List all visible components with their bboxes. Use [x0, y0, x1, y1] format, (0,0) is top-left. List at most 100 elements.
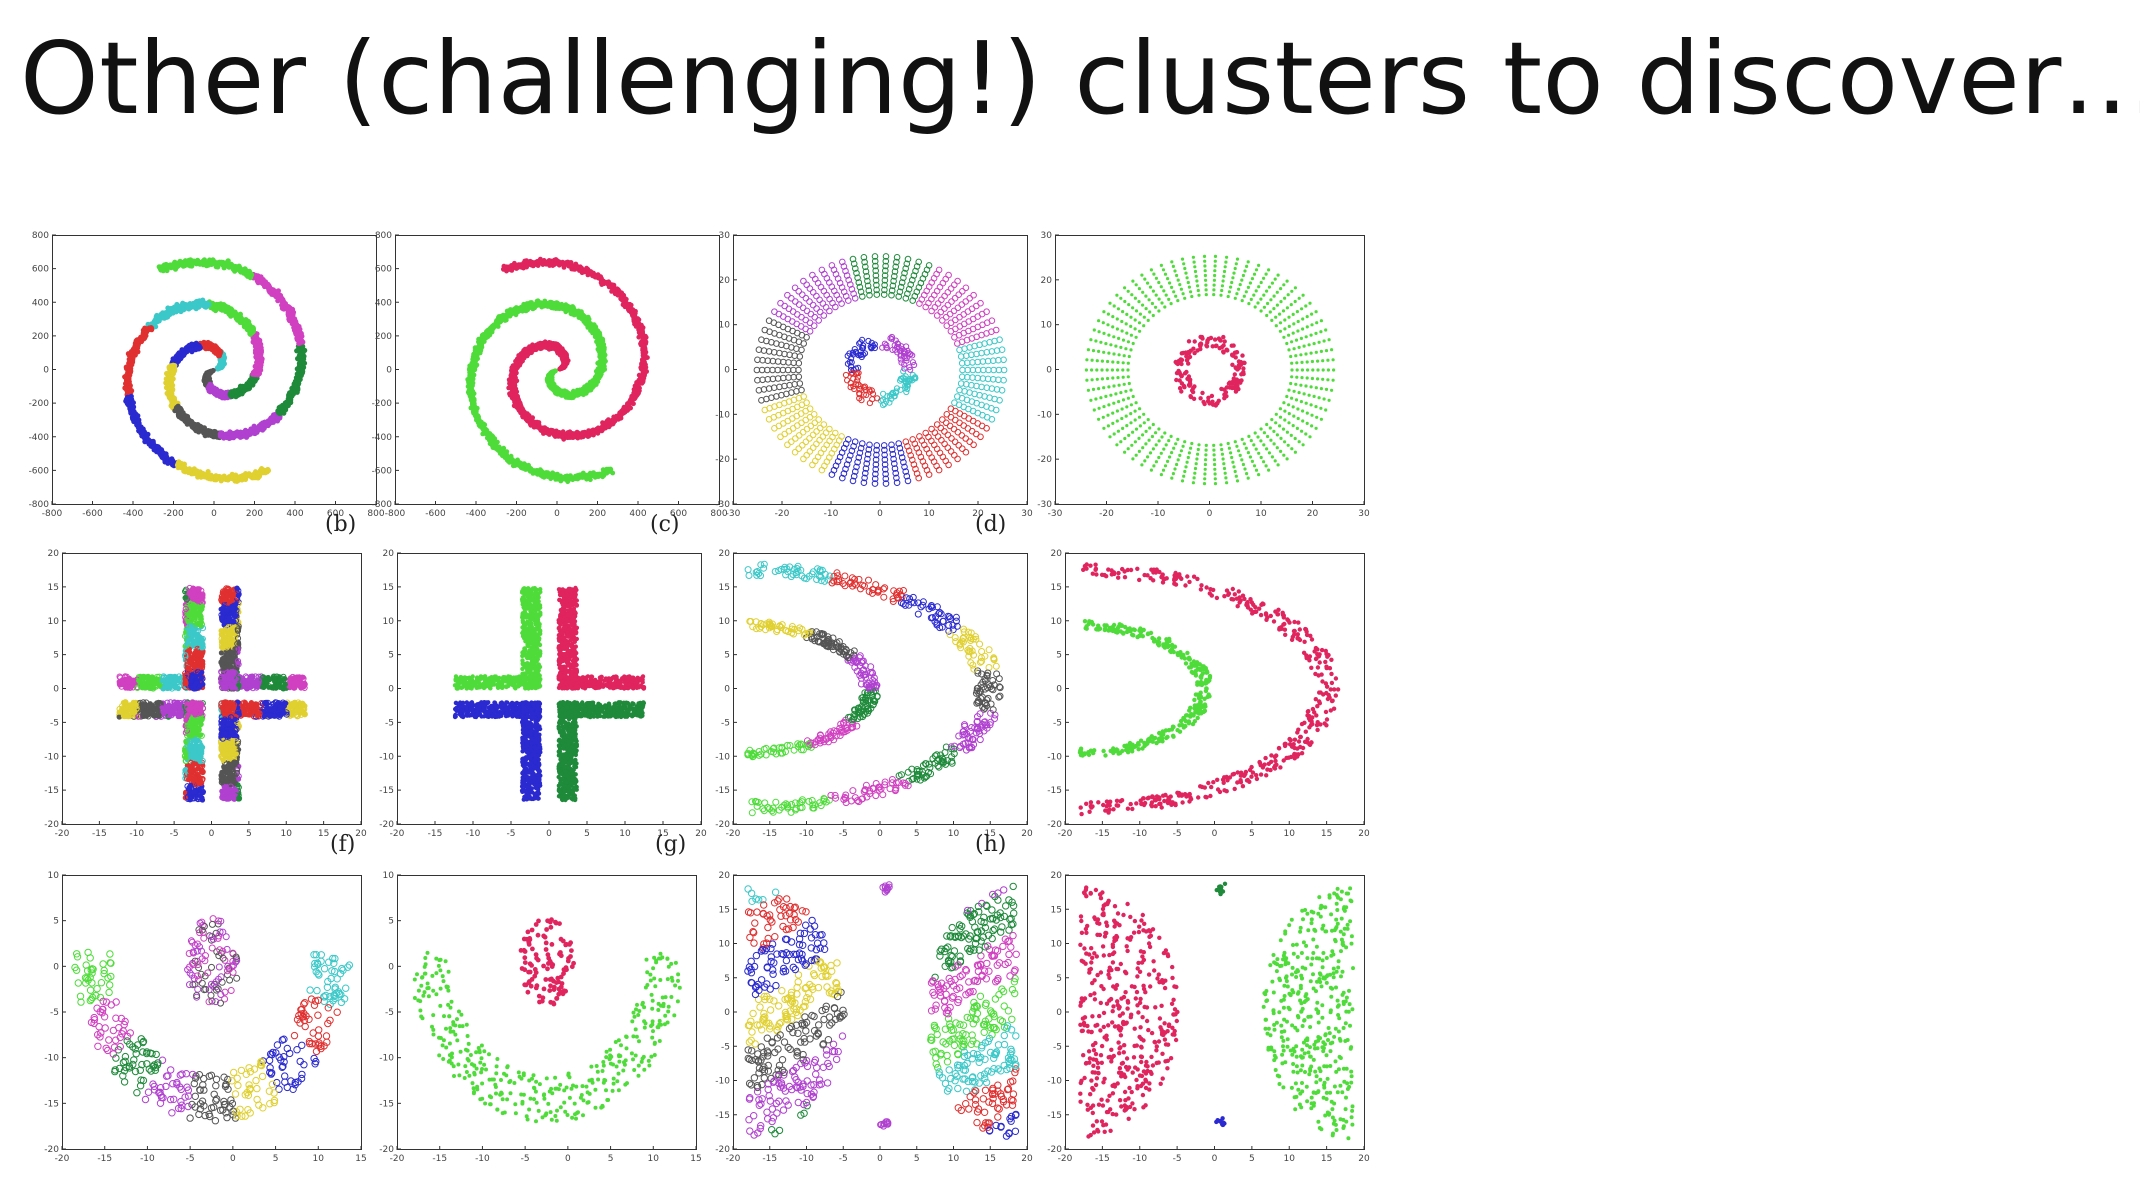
- y-tick-label: -20: [44, 820, 59, 830]
- x-tick-label: -30: [1048, 509, 1063, 519]
- x-tick-label: -10: [129, 829, 144, 839]
- y-tick-label: 0: [43, 366, 49, 376]
- y-tick-label: 600: [375, 265, 392, 275]
- y-tick-label: 200: [375, 332, 392, 342]
- y-tick-label: -20: [715, 820, 730, 830]
- scatter-plot-spiral-two: -800 -600 -400 -200 0 200 400 600 80080060040020…: [372, 231, 728, 519]
- y-tick-label: -5: [50, 1008, 59, 1018]
- y-tick-label: 5: [724, 651, 730, 661]
- y-tick-label: -20: [1037, 455, 1052, 465]
- scatter-plot-halves-multi: -20 -15 -10 -5 0 5 10 15 20 20 15 10 5 0 -5 -10 -15 -20: [715, 871, 1033, 1164]
- x-tick-label: 200: [246, 509, 263, 519]
- y-tick-label: 0: [1056, 1008, 1062, 1018]
- x-tick-label: 5: [584, 829, 590, 839]
- x-tick-label: 400: [629, 509, 646, 519]
- data-points: [452, 585, 647, 803]
- x-tick-label: 800: [710, 509, 727, 519]
- y-tick-label: 10: [719, 617, 731, 627]
- y-tick-label: 15: [719, 583, 730, 593]
- y-tick-label: 20: [383, 549, 395, 559]
- y-tick-label: -20: [1047, 1145, 1062, 1155]
- x-tick-label: -20: [390, 1154, 405, 1164]
- y-tick-label: -20: [1047, 820, 1062, 830]
- x-tick-label: 0: [877, 509, 883, 519]
- scatter-plot-halves-four: -20 -15 -10 -5 0 5 10 15 20 20 15 10 5 0 -5 -10 -15 -20: [1047, 871, 1370, 1164]
- scatter-plot-arcs-two: -20 -15 -10 -5 0 5 10 15 20 20 15 10 5 0 -5 -10 -15 -20: [1047, 549, 1370, 839]
- y-tick-label: 20: [719, 276, 731, 286]
- y-tick-label: 0: [388, 962, 394, 972]
- y-tick-label: 20: [719, 549, 731, 559]
- x-tick-label: 15: [985, 829, 996, 839]
- x-tick-label: 20: [1307, 509, 1319, 519]
- y-tick-label: -800: [29, 500, 50, 510]
- y-tick-label: 20: [1051, 871, 1063, 881]
- y-tick-label: 0: [386, 366, 392, 376]
- y-tick-label: -10: [44, 752, 59, 762]
- x-tick-label: 200: [589, 509, 606, 519]
- x-tick-label: 10: [948, 1154, 960, 1164]
- y-tick-label: 5: [1056, 651, 1062, 661]
- x-tick-label: -5: [1173, 1154, 1182, 1164]
- y-tick-label: 0: [1046, 366, 1052, 376]
- x-tick-label: 10: [281, 829, 293, 839]
- panel-rings-multi: -30 -20 -10 0 10 20 30 30 20 10 0 -10 -20 -30: [715, 231, 1033, 519]
- y-tick-label: 10: [1051, 940, 1063, 950]
- x-tick-label: 15: [985, 1154, 996, 1164]
- y-tick-label: 200: [32, 332, 49, 342]
- y-tick-label: 600: [32, 265, 49, 275]
- y-tick-label: -800: [372, 500, 393, 510]
- y-tick-label: -5: [1053, 1042, 1062, 1052]
- data-points: [71, 915, 354, 1125]
- y-tick-label: -15: [715, 786, 730, 796]
- plot-frame: [397, 875, 697, 1150]
- x-tick-label: 400: [286, 509, 303, 519]
- panel-caption: (d): [975, 512, 1007, 537]
- x-tick-label: 0: [1212, 829, 1218, 839]
- x-tick-label: -200: [506, 509, 527, 519]
- y-tick-label: 800: [32, 231, 49, 241]
- x-tick-label: 10: [948, 829, 960, 839]
- y-tick-label: -10: [1037, 410, 1052, 420]
- y-tick-label: 10: [719, 321, 731, 331]
- x-tick-label: -5: [521, 1154, 530, 1164]
- x-tick-label: -15: [1095, 1154, 1110, 1164]
- y-tick-label: -5: [721, 1042, 730, 1052]
- x-tick-label: 15: [318, 829, 329, 839]
- y-tick-label: -15: [379, 1099, 394, 1109]
- x-tick-label: 0: [230, 1154, 236, 1164]
- y-tick-label: 5: [53, 651, 59, 661]
- x-tick-label: 20: [1358, 829, 1370, 839]
- y-tick-label: -15: [1047, 786, 1062, 796]
- y-tick-label: 15: [1051, 583, 1062, 593]
- y-tick-label: 15: [383, 583, 394, 593]
- x-tick-label: -15: [762, 1154, 777, 1164]
- y-tick-label: 0: [724, 1008, 730, 1018]
- x-tick-label: 5: [1249, 829, 1255, 839]
- x-tick-label: -10: [824, 509, 839, 519]
- y-tick-label: -10: [1047, 1077, 1062, 1087]
- x-tick-label: 5: [608, 1154, 614, 1164]
- x-tick-label: -200: [163, 509, 184, 519]
- x-tick-label: -5: [839, 829, 848, 839]
- y-tick-label: -10: [44, 1054, 59, 1064]
- x-tick-label: 0: [877, 829, 883, 839]
- y-tick-label: 15: [719, 905, 730, 915]
- data-points: [744, 560, 1004, 817]
- x-tick-label: 15: [1321, 829, 1332, 839]
- x-tick-label: -10: [475, 1154, 490, 1164]
- x-tick-label: -20: [55, 1154, 70, 1164]
- x-tick-label: -15: [92, 829, 107, 839]
- plot-frame: [1065, 553, 1365, 825]
- panel-arcs-two: -20 -15 -10 -5 0 5 10 15 20 20 15 10 5 0 -5 -10 -15 -20: [1047, 549, 1370, 839]
- x-tick-label: 5: [914, 829, 920, 839]
- y-tick-label: -5: [1053, 718, 1062, 728]
- y-tick-label: 20: [1041, 276, 1053, 286]
- x-tick-label: -10: [1132, 829, 1147, 839]
- y-tick-label: -20: [715, 455, 730, 465]
- y-tick-label: 5: [724, 974, 730, 984]
- x-tick-label: 0: [1212, 1154, 1218, 1164]
- x-tick-label: 5: [246, 829, 252, 839]
- y-tick-label: -5: [385, 1008, 394, 1018]
- y-tick-label: -5: [50, 718, 59, 728]
- scatter-plot-spiral-multi: -800 -600 -400 -200 0 200 400 600 800 800 600 400 20…: [29, 231, 385, 519]
